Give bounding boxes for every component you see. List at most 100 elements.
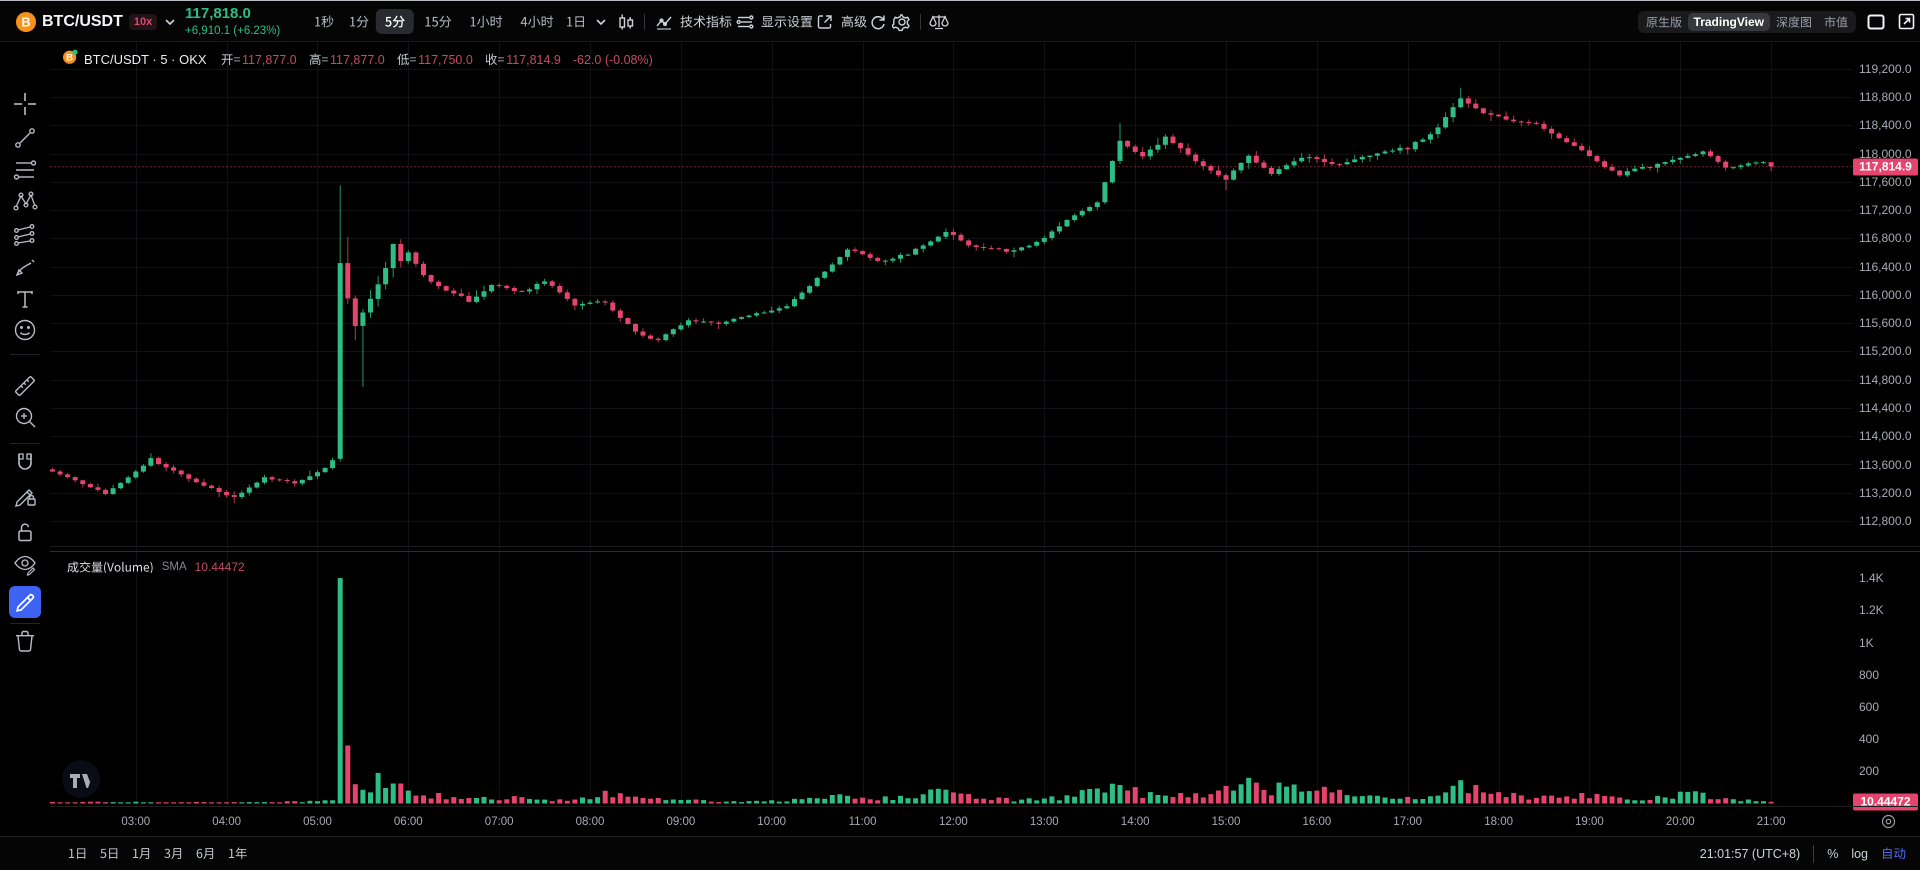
volume-bar bbox=[1200, 797, 1206, 804]
volume-bar bbox=[398, 783, 404, 804]
volume-bar bbox=[1753, 801, 1759, 804]
range-1年[interactable] bbox=[226, 847, 250, 860]
candle-body bbox=[1617, 170, 1623, 176]
compare-button[interactable] bbox=[928, 1, 950, 42]
percent-scale-button[interactable]: % bbox=[1827, 846, 1839, 861]
popout-button[interactable] bbox=[1898, 1, 1915, 42]
volume-bar bbox=[50, 801, 55, 804]
chart-area[interactable] bbox=[50, 42, 1852, 806]
volume-legend[interactable]: SMA 10.44472 bbox=[67, 560, 245, 574]
chart-legend[interactable]: B BTC/USDT · 5 · OKX 117,877.0 117,877.0… bbox=[62, 49, 653, 70]
chart-style-button[interactable] bbox=[616, 1, 636, 42]
volume-bar bbox=[1609, 796, 1615, 804]
log-scale-button[interactable]: log bbox=[1851, 846, 1868, 861]
volume-bar bbox=[1405, 796, 1411, 804]
volume-bar bbox=[564, 800, 570, 804]
view-tab-tradingview[interactable]: TradingView bbox=[1687, 13, 1770, 31]
volume-bar bbox=[807, 797, 813, 804]
volume-bar bbox=[1056, 800, 1062, 804]
timeframe-1日[interactable] bbox=[557, 9, 595, 34]
range-6月[interactable] bbox=[194, 847, 218, 860]
tool-ruler-button[interactable] bbox=[9, 372, 41, 404]
volume-bar bbox=[186, 802, 192, 804]
tool-crosshair-button[interactable] bbox=[9, 90, 41, 122]
advanced-button[interactable] bbox=[815, 1, 867, 42]
trend-line-icon bbox=[11, 124, 39, 157]
timeframe-15分[interactable] bbox=[415, 9, 461, 34]
volume-bar bbox=[1639, 800, 1645, 804]
pane-separator-handle[interactable] bbox=[0, 551, 1920, 552]
time-axis-label: 04:00 bbox=[212, 815, 241, 828]
range-3月[interactable] bbox=[162, 847, 186, 860]
timeframe-chevron[interactable] bbox=[594, 1, 608, 42]
candle-body bbox=[973, 245, 979, 247]
timeframe-4小时[interactable] bbox=[512, 9, 563, 34]
timeframe-1分[interactable] bbox=[339, 9, 377, 34]
symbol-chevron-down-icon[interactable] bbox=[163, 15, 177, 29]
timeframe-1小时[interactable] bbox=[460, 9, 511, 34]
candle-body bbox=[1518, 121, 1524, 123]
candle-body bbox=[405, 252, 411, 261]
view-tab-native[interactable] bbox=[1640, 13, 1688, 31]
display-settings-button[interactable] bbox=[735, 1, 813, 42]
tool-lock-drawings-button[interactable] bbox=[9, 518, 41, 550]
expand-button[interactable] bbox=[1867, 1, 1885, 42]
time-axis-label: 08:00 bbox=[575, 815, 605, 828]
candle-body bbox=[663, 334, 669, 341]
volume-bar bbox=[1034, 800, 1040, 804]
volume-bar bbox=[352, 784, 358, 804]
view-tab-depth[interactable] bbox=[1770, 13, 1818, 31]
timeframe-1秒[interactable] bbox=[305, 9, 343, 34]
volume-bar bbox=[1496, 792, 1502, 804]
tool-magnet-button[interactable] bbox=[9, 449, 41, 481]
volume-bar bbox=[625, 796, 631, 804]
tool-remove-drawings-button[interactable] bbox=[9, 627, 41, 659]
header: B BTC/USDT 10x 117,818.0 +6,910.1 (+6.23… bbox=[0, 1, 1920, 42]
volume-bar bbox=[315, 801, 320, 804]
tool-emoji-button[interactable] bbox=[9, 316, 41, 348]
range-1日[interactable] bbox=[66, 847, 90, 860]
settings-button[interactable] bbox=[892, 1, 912, 42]
clock-label[interactable]: 21:01:57 (UTC+8) bbox=[1699, 846, 1801, 861]
volume-bar bbox=[686, 799, 691, 804]
view-tab-marketcap[interactable] bbox=[1818, 13, 1854, 31]
candle-body bbox=[723, 321, 729, 324]
volume-bar bbox=[602, 790, 608, 804]
volume-bar bbox=[701, 800, 707, 804]
range-5日[interactable] bbox=[98, 847, 122, 860]
timezone-clock-icon[interactable] bbox=[1881, 814, 1896, 834]
volume-bar bbox=[1685, 791, 1691, 804]
candle-body bbox=[1178, 143, 1184, 149]
tool-stay-in-drawing-mode-button[interactable] bbox=[9, 483, 41, 515]
candle-body bbox=[1427, 134, 1433, 140]
candle-body bbox=[920, 245, 926, 249]
indicators-button[interactable] bbox=[654, 1, 732, 42]
tool-fib-retracement-button[interactable] bbox=[9, 157, 41, 189]
volume-bar bbox=[1231, 790, 1237, 804]
tool-brush-button[interactable] bbox=[9, 254, 41, 286]
candle-body bbox=[1344, 162, 1350, 165]
range-1月[interactable] bbox=[130, 847, 154, 860]
candle-body bbox=[693, 320, 699, 322]
timeframe-label-2 bbox=[385, 15, 405, 28]
tool-xabcd-pattern-button[interactable] bbox=[9, 188, 41, 220]
volume-bar bbox=[458, 799, 464, 804]
candle-body bbox=[572, 298, 578, 306]
drawing-tool-active-button[interactable] bbox=[9, 586, 41, 618]
volume-bar bbox=[1655, 795, 1661, 804]
volume-bar bbox=[1503, 797, 1509, 804]
refresh-button[interactable] bbox=[868, 1, 888, 42]
candle-body bbox=[981, 247, 987, 248]
time-axis[interactable]: 03:00 04:00 05:00 06:00 07:00 08:00 09:00 10:00… bbox=[0, 806, 1920, 836]
price-axis[interactable]: 119,200.0 118,800.0 118,400.0 118,000.0 117,… bbox=[1852, 42, 1920, 811]
timeframe-5分[interactable] bbox=[375, 9, 415, 34]
symbol-group[interactable]: B BTC/USDT 10x bbox=[16, 1, 177, 42]
candle-body bbox=[1238, 162, 1244, 171]
tool-trend-line-button[interactable] bbox=[9, 124, 41, 156]
tool-zoom-in-button[interactable] bbox=[9, 403, 41, 435]
volume-bar bbox=[269, 802, 275, 804]
auto-scale-button[interactable] bbox=[1881, 847, 1906, 860]
tool-projection-button[interactable] bbox=[9, 221, 41, 253]
tool-hide-drawings-button[interactable] bbox=[9, 550, 41, 582]
tool-text-button[interactable] bbox=[9, 285, 41, 317]
